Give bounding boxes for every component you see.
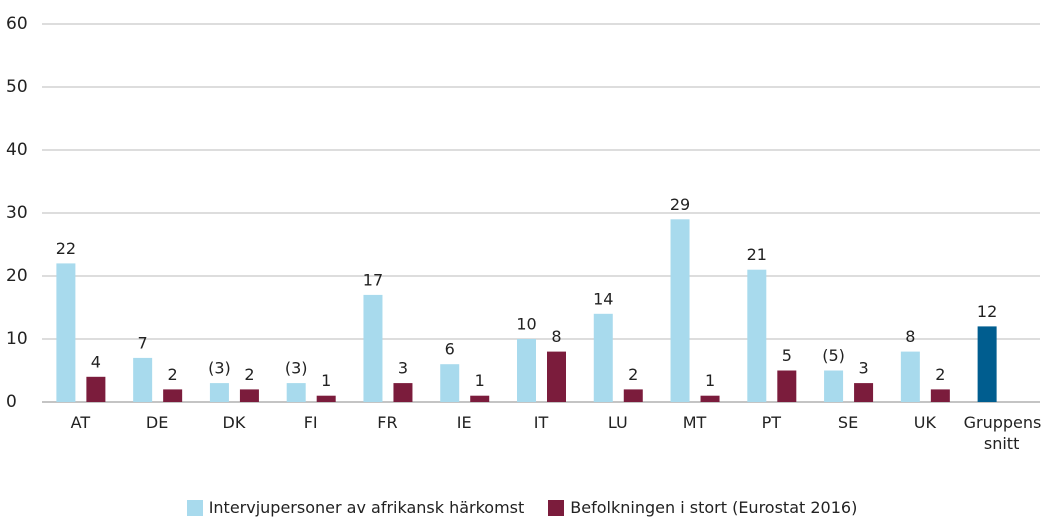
bar	[163, 389, 183, 402]
data-label: 1	[475, 371, 485, 390]
legend-swatch	[186, 499, 203, 516]
x-tick-label: FI	[303, 413, 318, 432]
data-label: (5)	[822, 346, 845, 365]
bar	[700, 395, 720, 402]
x-tick-label: LU	[607, 413, 628, 432]
y-tick-label: 30	[6, 203, 28, 223]
bar	[56, 263, 76, 402]
data-label: 1	[321, 371, 331, 390]
bar	[286, 383, 306, 402]
data-label: 2	[628, 365, 638, 384]
legend: Intervjupersoner av afrikansk härkomst Be…	[0, 498, 1044, 517]
legend-item: Intervjupersoner av afrikansk härkomst	[186, 498, 525, 517]
data-label: 3	[858, 359, 868, 378]
data-label: 10	[516, 315, 536, 334]
bar	[440, 364, 460, 402]
data-label: 1	[705, 371, 715, 390]
bar	[623, 389, 643, 402]
bar	[747, 269, 767, 402]
data-label: 22	[56, 239, 76, 258]
data-label: 21	[747, 245, 767, 264]
bar	[133, 357, 153, 402]
x-tick-label: DK	[222, 413, 246, 432]
bar	[517, 339, 536, 402]
bar	[363, 294, 383, 402]
bar	[593, 313, 613, 402]
x-tick-label: PT	[761, 413, 781, 432]
data-label: 3	[398, 359, 408, 378]
data-label: 2	[935, 365, 945, 384]
bar	[393, 383, 413, 402]
y-tick-label: 50	[6, 77, 28, 97]
bar	[854, 383, 874, 402]
bar	[900, 351, 920, 402]
y-tick-label: 10	[6, 329, 28, 349]
bar	[470, 395, 490, 402]
y-tick-label: 20	[6, 266, 28, 286]
chart: 0 10 20 30 40 50 60 22 4 7 2 (3) 2 (3) 1 17 3 6 1 10 8 14 2 29 1…	[6, 14, 1040, 412]
data-label: 17	[363, 270, 383, 289]
data-label: 4	[91, 352, 101, 371]
data-label: 2	[168, 365, 178, 384]
data-label: 6	[445, 340, 455, 359]
bar	[977, 326, 997, 402]
data-label: 14	[593, 289, 613, 308]
bar	[777, 370, 797, 402]
data-label: 8	[905, 327, 915, 346]
x-tick-label: IE	[456, 413, 472, 432]
bar	[547, 351, 566, 402]
bar	[824, 370, 844, 402]
x-tick-label: UK	[913, 413, 936, 432]
bar	[239, 389, 259, 402]
y-tick-label: 0	[6, 392, 17, 412]
y-tick-label: 60	[6, 14, 28, 34]
x-tick-label: MT	[682, 413, 707, 432]
x-tick-label: FR	[377, 413, 398, 432]
x-tick-label: AT	[70, 413, 91, 432]
bar	[316, 395, 336, 402]
legend-swatch	[548, 499, 565, 516]
data-label: (3)	[208, 359, 231, 378]
legend-label: Intervjupersoner av afrikansk härkomst	[208, 498, 525, 517]
bar	[209, 383, 229, 402]
data-label: 7	[138, 333, 148, 352]
bar	[930, 389, 950, 402]
bar	[86, 376, 106, 402]
x-tick-label: SE	[837, 413, 859, 432]
bar	[670, 219, 690, 402]
x-tick-label: Gruppens snitt	[963, 413, 1042, 453]
data-label: 12	[977, 302, 997, 321]
legend-label: Befolkningen i stort (Eurostat 2016)	[570, 498, 858, 517]
x-tick-label: IT	[533, 413, 549, 432]
legend-item: Befolkningen i stort (Eurostat 2016)	[548, 498, 857, 517]
data-label: 5	[782, 346, 792, 365]
y-tick-label: 40	[6, 140, 28, 160]
x-tick-label: DE	[145, 413, 169, 432]
data-label: 8	[551, 327, 561, 346]
data-label: 29	[670, 195, 690, 214]
data-label: (3)	[285, 359, 308, 378]
data-label: 2	[244, 365, 254, 384]
